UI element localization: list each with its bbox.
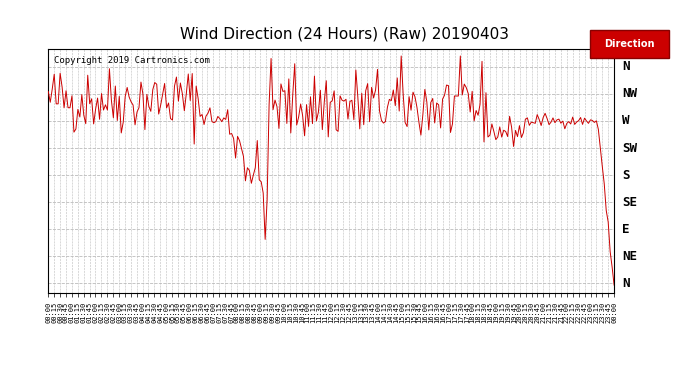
Text: W: W (622, 114, 630, 128)
Text: Copyright 2019 Cartronics.com: Copyright 2019 Cartronics.com (54, 56, 210, 65)
Text: N: N (622, 277, 630, 290)
Text: E: E (622, 223, 630, 236)
Text: Direction: Direction (604, 39, 655, 49)
Text: S: S (622, 169, 630, 182)
Text: N: N (622, 60, 630, 73)
Text: Wind Direction (24 Hours) (Raw) 20190403: Wind Direction (24 Hours) (Raw) 20190403 (181, 26, 509, 41)
Text: SW: SW (622, 141, 638, 154)
Text: NE: NE (622, 250, 638, 263)
Text: NW: NW (622, 87, 638, 100)
Text: SE: SE (622, 196, 638, 209)
